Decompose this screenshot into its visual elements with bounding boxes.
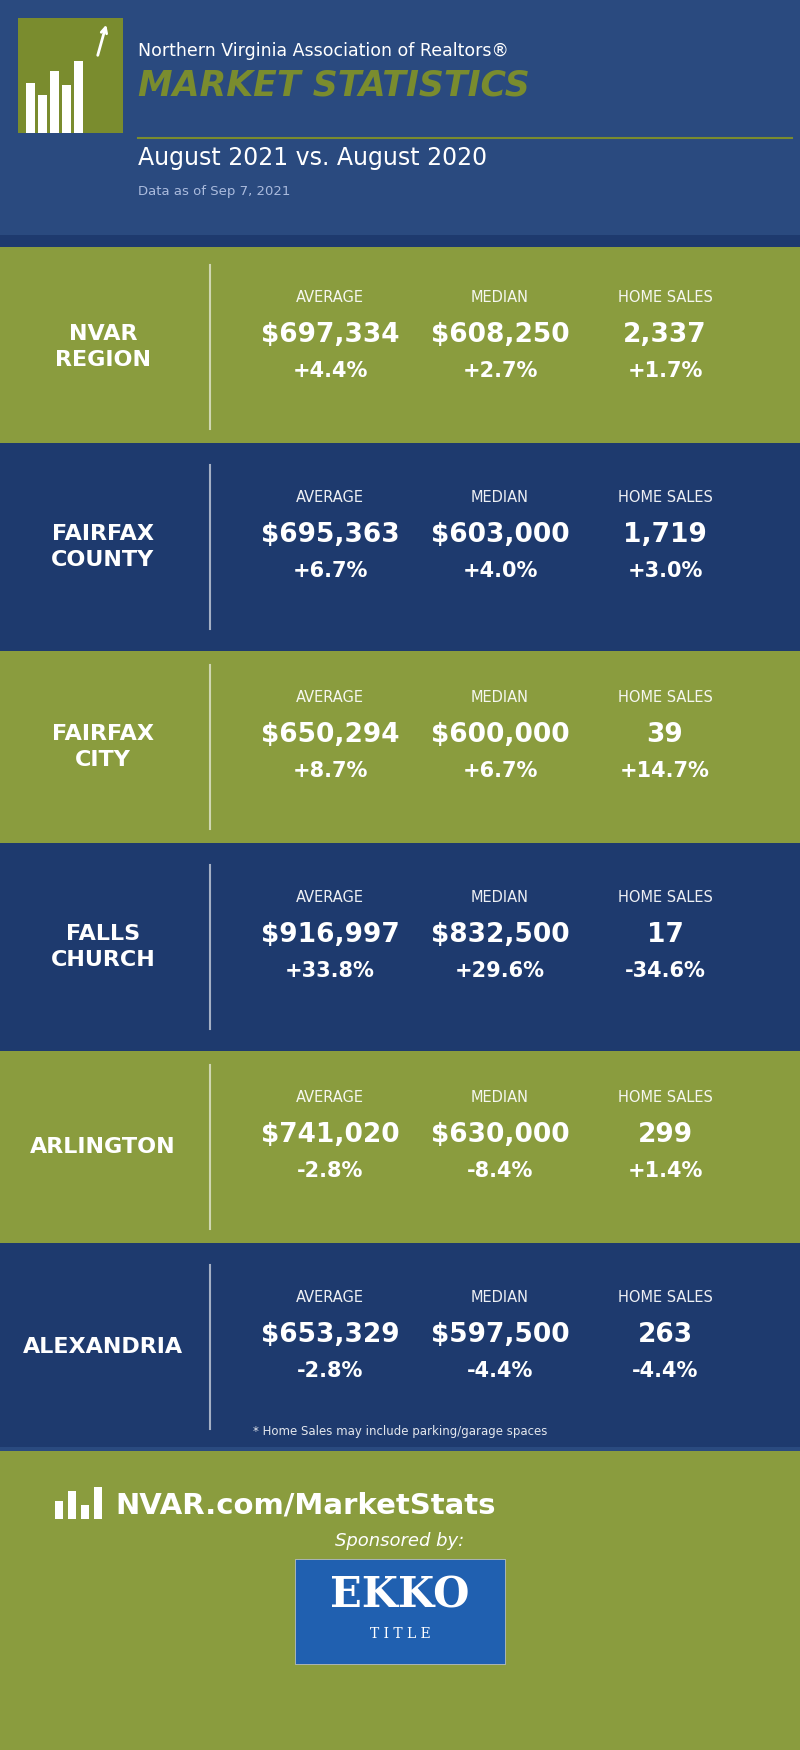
Text: AVERAGE: AVERAGE xyxy=(296,1290,364,1304)
Text: HOME SALES: HOME SALES xyxy=(618,289,713,304)
Text: REGION: REGION xyxy=(55,350,151,369)
Text: AVERAGE: AVERAGE xyxy=(296,1090,364,1104)
Text: 299: 299 xyxy=(638,1122,693,1148)
Text: -4.4%: -4.4% xyxy=(467,1362,533,1381)
Text: $832,500: $832,500 xyxy=(430,922,570,948)
Text: 39: 39 xyxy=(646,723,683,747)
Text: $697,334: $697,334 xyxy=(261,322,399,348)
Text: +33.8%: +33.8% xyxy=(285,961,375,982)
FancyBboxPatch shape xyxy=(38,94,47,133)
FancyBboxPatch shape xyxy=(0,642,800,651)
FancyBboxPatch shape xyxy=(0,844,800,850)
Text: HOME SALES: HOME SALES xyxy=(618,490,713,504)
FancyBboxPatch shape xyxy=(0,446,800,648)
Text: Data as of Sep 7, 2021: Data as of Sep 7, 2021 xyxy=(138,186,290,198)
Text: +4.4%: +4.4% xyxy=(292,360,368,382)
FancyBboxPatch shape xyxy=(295,1559,505,1664)
Text: -2.8%: -2.8% xyxy=(297,1160,363,1181)
Text: MARKET STATISTICS: MARKET STATISTICS xyxy=(138,68,530,102)
Text: AVERAGE: AVERAGE xyxy=(296,490,364,504)
FancyBboxPatch shape xyxy=(0,1451,800,1750)
Text: T I T L E: T I T L E xyxy=(370,1626,430,1640)
Text: FAIRFAX: FAIRFAX xyxy=(52,523,154,544)
Text: $695,363: $695,363 xyxy=(261,522,399,548)
Text: $741,020: $741,020 xyxy=(261,1122,399,1148)
Text: Northern Virginia Association of Realtors®: Northern Virginia Association of Realtor… xyxy=(138,42,509,60)
Text: $603,000: $603,000 xyxy=(430,522,570,548)
Text: Sponsored by:: Sponsored by: xyxy=(335,1531,465,1550)
Text: HOME SALES: HOME SALES xyxy=(618,690,713,705)
Text: ALEXANDRIA: ALEXANDRIA xyxy=(23,1337,183,1356)
Text: 2,337: 2,337 xyxy=(623,322,707,348)
Text: $597,500: $597,500 xyxy=(430,1321,570,1348)
Text: +29.6%: +29.6% xyxy=(455,961,545,982)
Text: $630,000: $630,000 xyxy=(430,1122,570,1148)
Text: $600,000: $600,000 xyxy=(430,723,570,747)
FancyBboxPatch shape xyxy=(50,72,59,133)
FancyBboxPatch shape xyxy=(0,1242,800,1251)
Text: MEDIAN: MEDIAN xyxy=(471,289,529,304)
FancyBboxPatch shape xyxy=(0,247,800,446)
Text: +6.7%: +6.7% xyxy=(292,562,368,581)
FancyBboxPatch shape xyxy=(0,1046,800,1248)
FancyBboxPatch shape xyxy=(68,1491,76,1519)
Text: August 2021 vs. August 2020: August 2021 vs. August 2020 xyxy=(138,145,487,170)
Text: +1.4%: +1.4% xyxy=(627,1160,702,1181)
FancyBboxPatch shape xyxy=(0,0,800,234)
FancyBboxPatch shape xyxy=(74,61,83,133)
Text: 17: 17 xyxy=(646,922,683,948)
Text: 263: 263 xyxy=(638,1321,693,1348)
Text: +2.7%: +2.7% xyxy=(462,360,538,382)
FancyBboxPatch shape xyxy=(0,847,800,1046)
Text: -2.8%: -2.8% xyxy=(297,1362,363,1381)
FancyBboxPatch shape xyxy=(55,1502,63,1519)
Text: +6.7%: +6.7% xyxy=(462,761,538,780)
Text: $650,294: $650,294 xyxy=(261,723,399,747)
Text: +8.7%: +8.7% xyxy=(292,761,368,780)
Text: +14.7%: +14.7% xyxy=(620,761,710,780)
FancyBboxPatch shape xyxy=(81,1505,89,1519)
FancyBboxPatch shape xyxy=(26,82,35,133)
Text: FAIRFAX: FAIRFAX xyxy=(52,724,154,744)
FancyBboxPatch shape xyxy=(0,1248,800,1447)
FancyBboxPatch shape xyxy=(0,443,800,452)
FancyBboxPatch shape xyxy=(18,18,123,133)
Text: CITY: CITY xyxy=(75,751,131,770)
Text: HOME SALES: HOME SALES xyxy=(618,1290,713,1304)
Text: NVAR.com/MarketStats: NVAR.com/MarketStats xyxy=(115,1493,495,1521)
FancyBboxPatch shape xyxy=(0,648,800,847)
FancyBboxPatch shape xyxy=(0,1043,800,1052)
Text: MEDIAN: MEDIAN xyxy=(471,1090,529,1104)
Text: MEDIAN: MEDIAN xyxy=(471,1290,529,1304)
Text: EKKO: EKKO xyxy=(330,1575,470,1617)
FancyBboxPatch shape xyxy=(0,234,800,247)
Text: MEDIAN: MEDIAN xyxy=(471,490,529,504)
Text: * Home Sales may include parking/garage spaces: * Home Sales may include parking/garage … xyxy=(253,1424,547,1437)
Text: -34.6%: -34.6% xyxy=(625,961,706,982)
Text: NVAR: NVAR xyxy=(69,324,138,345)
Text: FALLS: FALLS xyxy=(66,924,140,943)
Text: +1.7%: +1.7% xyxy=(627,360,702,382)
Text: 1,719: 1,719 xyxy=(623,522,707,548)
Text: -8.4%: -8.4% xyxy=(467,1160,533,1181)
Text: HOME SALES: HOME SALES xyxy=(618,1090,713,1104)
Text: CHURCH: CHURCH xyxy=(50,950,155,970)
Text: -4.4%: -4.4% xyxy=(632,1362,698,1381)
Text: ARLINGTON: ARLINGTON xyxy=(30,1138,176,1157)
Text: $653,329: $653,329 xyxy=(261,1321,399,1348)
Text: COUNTY: COUNTY xyxy=(51,550,154,570)
Text: +3.0%: +3.0% xyxy=(627,562,702,581)
Text: AVERAGE: AVERAGE xyxy=(296,690,364,705)
Text: $916,997: $916,997 xyxy=(261,922,399,948)
Text: HOME SALES: HOME SALES xyxy=(618,889,713,905)
Text: +4.0%: +4.0% xyxy=(462,562,538,581)
Text: $608,250: $608,250 xyxy=(430,322,570,348)
Text: MEDIAN: MEDIAN xyxy=(471,889,529,905)
Text: MEDIAN: MEDIAN xyxy=(471,690,529,705)
FancyBboxPatch shape xyxy=(62,86,71,133)
Text: AVERAGE: AVERAGE xyxy=(296,889,364,905)
Text: AVERAGE: AVERAGE xyxy=(296,289,364,304)
FancyBboxPatch shape xyxy=(94,1488,102,1519)
